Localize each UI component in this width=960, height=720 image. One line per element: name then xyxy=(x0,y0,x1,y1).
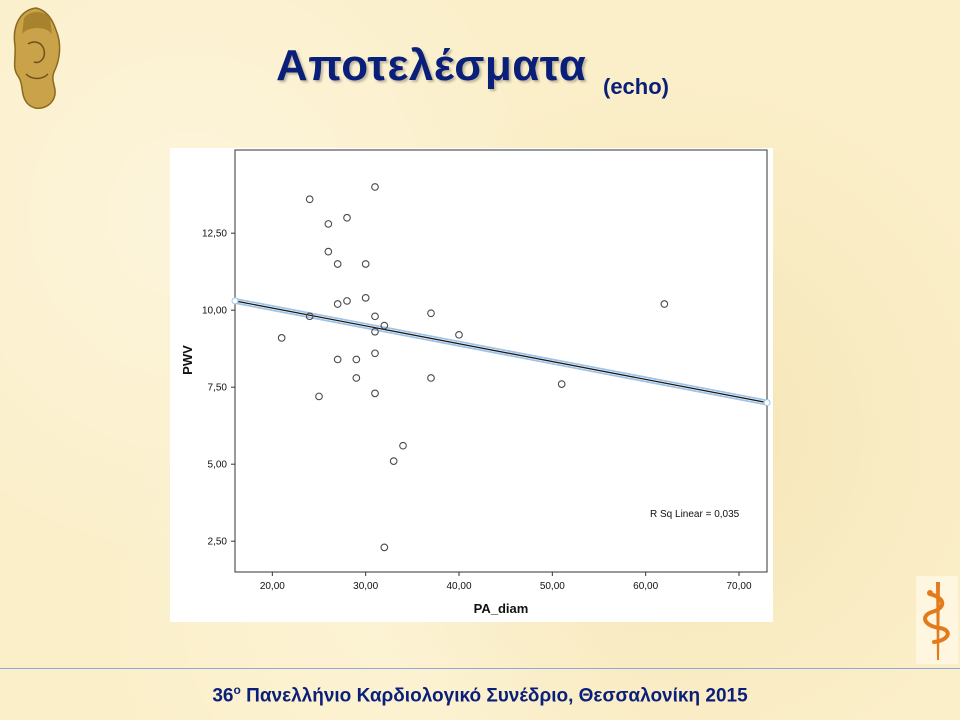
y-tick-label: 12,50 xyxy=(202,229,227,240)
scatter-point xyxy=(371,327,379,336)
scatter-point xyxy=(343,213,351,222)
fit-line-end xyxy=(231,297,239,305)
fit-line xyxy=(234,300,768,404)
scatter-point xyxy=(333,300,342,308)
scatter-point xyxy=(371,349,379,358)
y-tick-label: 10,00 xyxy=(202,306,227,317)
slide-title: Αποτελέσματα xyxy=(276,41,587,90)
scatter-point xyxy=(371,183,379,191)
scatter-point xyxy=(389,457,398,465)
footer-number: 36 xyxy=(212,685,234,707)
scatter-point xyxy=(455,330,463,339)
x-axis-title: PA_diam xyxy=(474,601,529,616)
scatter-point xyxy=(380,321,389,330)
scatter-point xyxy=(660,300,669,308)
scatter-point xyxy=(305,195,314,204)
scatter-point xyxy=(371,389,379,398)
scatter-point xyxy=(361,294,370,302)
fit-line-end xyxy=(763,399,771,407)
slide-subtitle: (echo) xyxy=(603,74,669,99)
scatter-point xyxy=(315,392,323,401)
scatter-point xyxy=(305,312,314,321)
footer-superscript: ο xyxy=(233,683,241,697)
plot-area xyxy=(234,149,768,573)
scatter-point xyxy=(277,334,286,342)
footer-text: Πανελλήνιο Καρδιολογικό Συνέδριο, Θεσσαλ… xyxy=(240,685,748,707)
scatter-point xyxy=(427,309,435,318)
footer-caption: 36ο Πανελλήνιο Καρδιολογικό Συνέδριο, Θε… xyxy=(0,683,960,707)
asclepius-staff-icon xyxy=(916,576,958,664)
footer-divider xyxy=(0,668,960,669)
x-tick-label: 60,00 xyxy=(633,581,658,592)
x-tick-label: 30,00 xyxy=(353,581,378,592)
scatter-point xyxy=(333,260,342,268)
x-tick-label: 40,00 xyxy=(446,581,471,592)
scatter-point xyxy=(380,543,389,552)
x-tick-label: 50,00 xyxy=(540,581,565,592)
x-tick-label: 70,00 xyxy=(726,581,751,592)
scatter-point xyxy=(333,355,342,364)
scatter-chart: 20,00 30,00 40,00 50,00 60,00 70,00 2,50 5,00 7,… xyxy=(180,149,771,616)
y-tick-label: 5,00 xyxy=(208,460,228,471)
y-tick-label: 7,50 xyxy=(208,383,228,394)
scatter-point xyxy=(427,374,435,382)
scatter-point xyxy=(352,355,361,364)
scatter-point xyxy=(352,374,361,382)
scatter-point xyxy=(343,297,351,305)
scatter-point xyxy=(557,380,566,388)
y-axis-title: PWV xyxy=(180,345,195,375)
scatter-point xyxy=(361,260,370,268)
athena-head-icon xyxy=(13,7,61,109)
scatter-point xyxy=(399,441,407,450)
y-tick-label: 2,50 xyxy=(208,537,228,548)
scatter-point xyxy=(324,220,333,228)
x-tick-label: 20,00 xyxy=(260,581,285,592)
r-squared-annotation: R Sq Linear = 0,035 xyxy=(650,509,740,520)
chart-panel: 20,00 30,00 40,00 50,00 60,00 70,00 2,50 5,00 7,… xyxy=(170,148,773,622)
scatter-point xyxy=(324,247,333,256)
scatter-point xyxy=(371,312,379,321)
